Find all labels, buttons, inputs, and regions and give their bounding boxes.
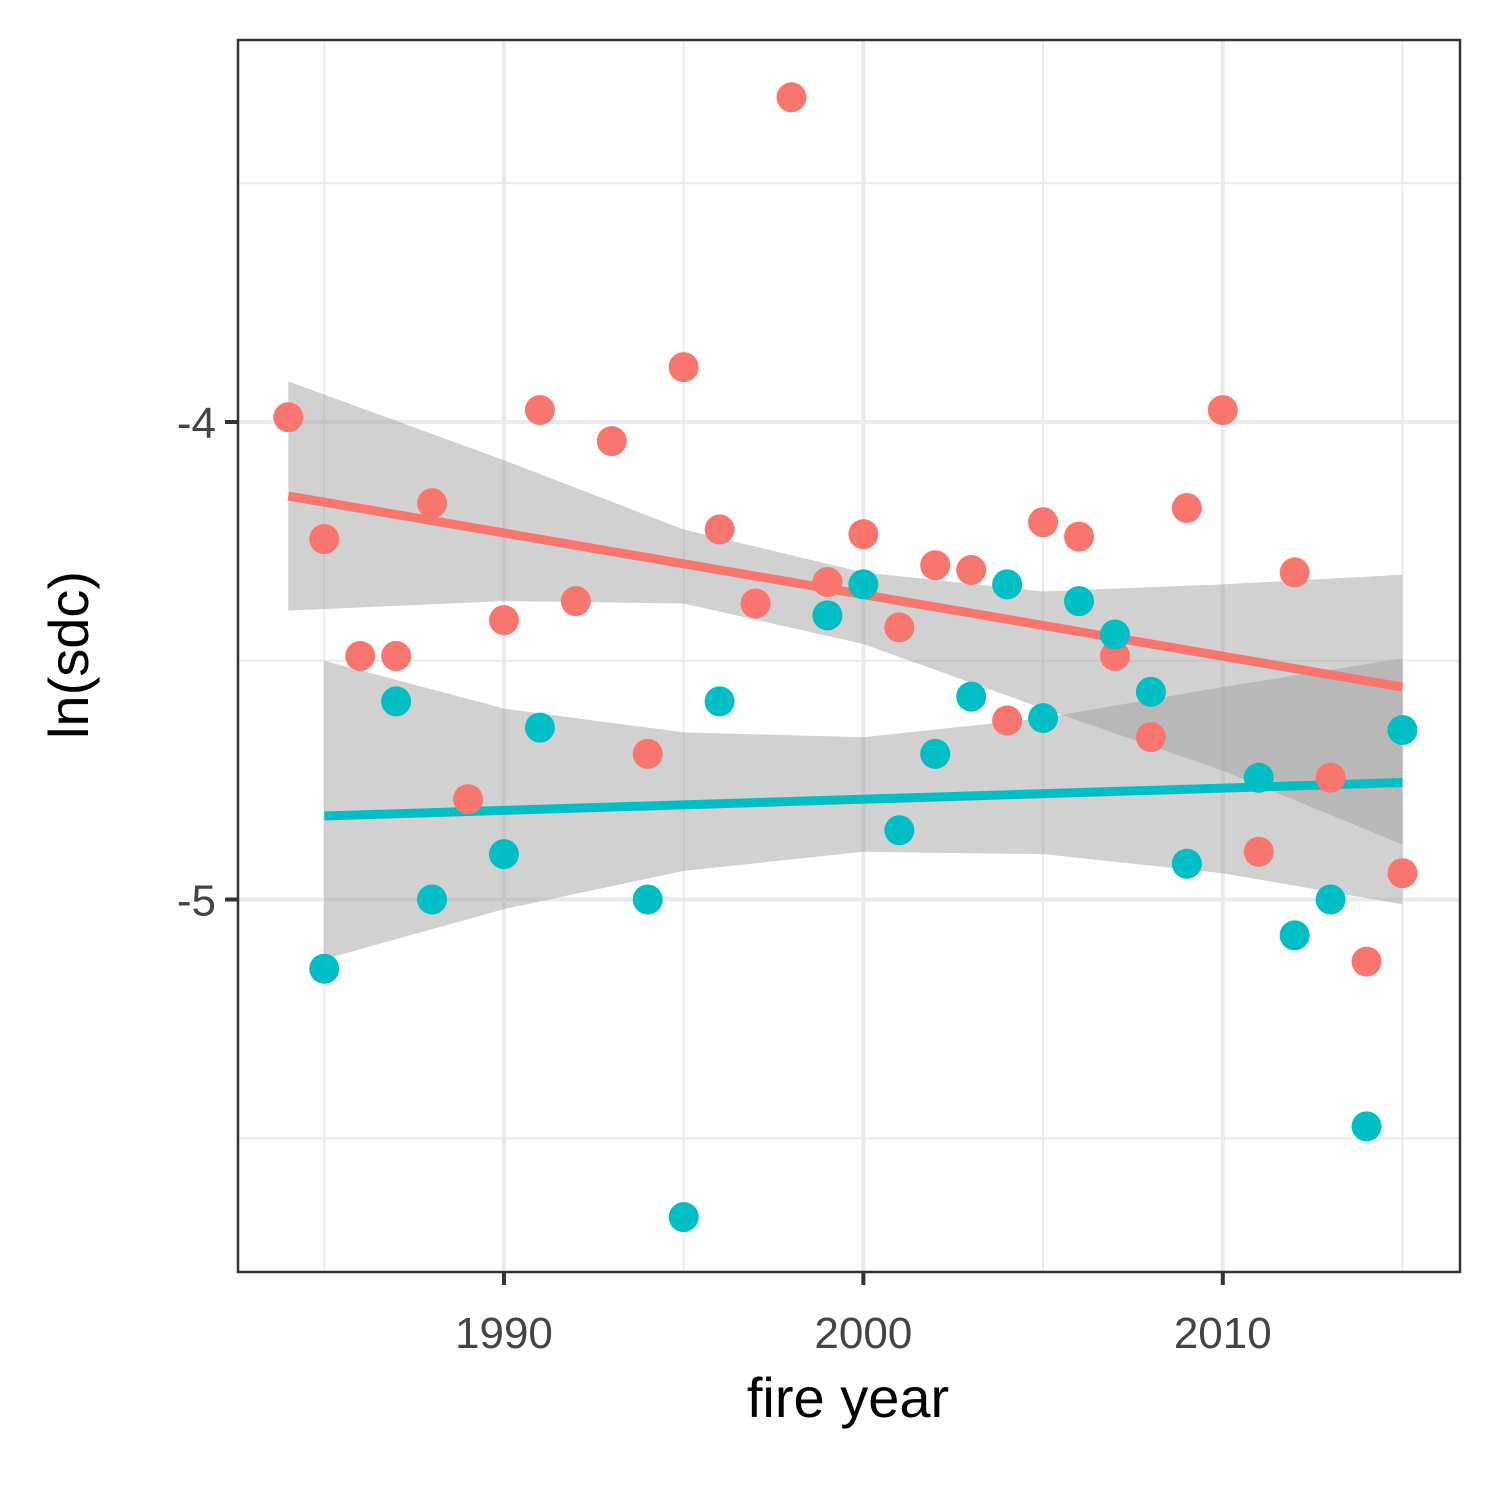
data-point-series-1	[273, 402, 304, 433]
axis-ticks	[225, 420, 1225, 1285]
data-point-series-2	[1171, 848, 1202, 879]
x-axis-tick-label: 2000	[814, 1309, 912, 1358]
data-point-series-1	[1351, 946, 1382, 977]
data-point-series-1	[992, 705, 1023, 736]
data-point-series-2	[956, 681, 987, 712]
data-points	[273, 82, 1418, 1233]
x-axis-tick-label: 1990	[455, 1309, 553, 1358]
x-axis-tick-label: 2010	[1174, 1309, 1272, 1358]
data-point-series-2	[1279, 920, 1310, 951]
data-point-series-2	[1064, 586, 1095, 617]
data-point-series-1	[1028, 507, 1059, 538]
data-point-series-1	[309, 524, 340, 555]
trend-line-series-1	[287, 491, 1404, 692]
y-axis-tick-label: -4	[177, 399, 216, 448]
data-point-series-1	[1171, 492, 1202, 523]
data-point-series-2	[1243, 762, 1274, 793]
data-point-series-1	[524, 395, 555, 426]
confidence-band-series-2	[324, 658, 1403, 960]
panel-border	[236, 38, 1462, 1274]
y-axis-title: ln(sdc)	[37, 571, 100, 739]
data-point-series-1	[740, 588, 771, 619]
data-point-series-1	[596, 426, 627, 457]
data-point-series-2	[1135, 676, 1166, 707]
data-point-series-1	[1279, 557, 1310, 588]
data-point-series-1	[812, 566, 843, 597]
data-point-series-2	[992, 569, 1023, 600]
data-point-series-1	[1135, 722, 1166, 753]
data-point-series-2	[1028, 703, 1059, 734]
data-point-series-2	[524, 712, 555, 743]
data-point-series-1	[632, 738, 663, 769]
data-point-series-1	[560, 586, 591, 617]
trend-line-series-2	[324, 778, 1403, 821]
data-point-series-2	[1315, 884, 1346, 915]
data-point-series-1	[417, 488, 448, 519]
x-axis-tick-labels: 1990 2000 2010	[455, 1309, 1272, 1358]
trend-lines	[287, 491, 1404, 821]
y-axis-tick-label: -5	[177, 877, 216, 926]
x-axis-title: fire year	[747, 1366, 949, 1429]
data-point-series-2	[920, 738, 951, 769]
data-point-series-2	[884, 815, 915, 846]
data-point-series-2	[1351, 1111, 1382, 1142]
data-point-series-1	[1243, 836, 1274, 867]
data-point-series-1	[668, 352, 699, 383]
confidence-band-series-1	[288, 381, 1403, 845]
data-point-series-2	[381, 686, 412, 717]
data-point-series-1	[1064, 521, 1095, 552]
data-point-series-2	[848, 569, 879, 600]
data-point-series-2	[812, 600, 843, 631]
data-point-series-1	[884, 612, 915, 643]
data-point-series-1	[488, 605, 519, 636]
data-point-series-1	[776, 82, 807, 113]
data-point-series-1	[920, 550, 951, 581]
data-point-series-2	[417, 884, 448, 915]
confidence-bands	[288, 381, 1403, 960]
data-point-series-1	[1387, 858, 1418, 889]
data-point-series-1	[453, 784, 484, 815]
data-point-series-1	[1315, 762, 1346, 793]
data-point-series-1	[345, 641, 376, 671]
data-point-series-2	[1099, 619, 1130, 650]
y-axis-tick-labels: -4 -5	[177, 399, 216, 926]
data-point-series-2	[1387, 715, 1418, 746]
data-point-series-1	[1207, 395, 1238, 426]
data-point-series-1	[956, 555, 987, 586]
data-point-series-1	[381, 641, 412, 671]
data-point-series-1	[848, 519, 879, 550]
data-point-series-2	[668, 1202, 699, 1233]
data-point-series-2	[488, 839, 519, 870]
data-point-series-2	[632, 884, 663, 915]
data-point-series-2	[309, 953, 340, 984]
data-point-series-1	[704, 514, 735, 545]
data-point-series-1	[1099, 641, 1130, 671]
data-point-series-2	[704, 686, 735, 717]
